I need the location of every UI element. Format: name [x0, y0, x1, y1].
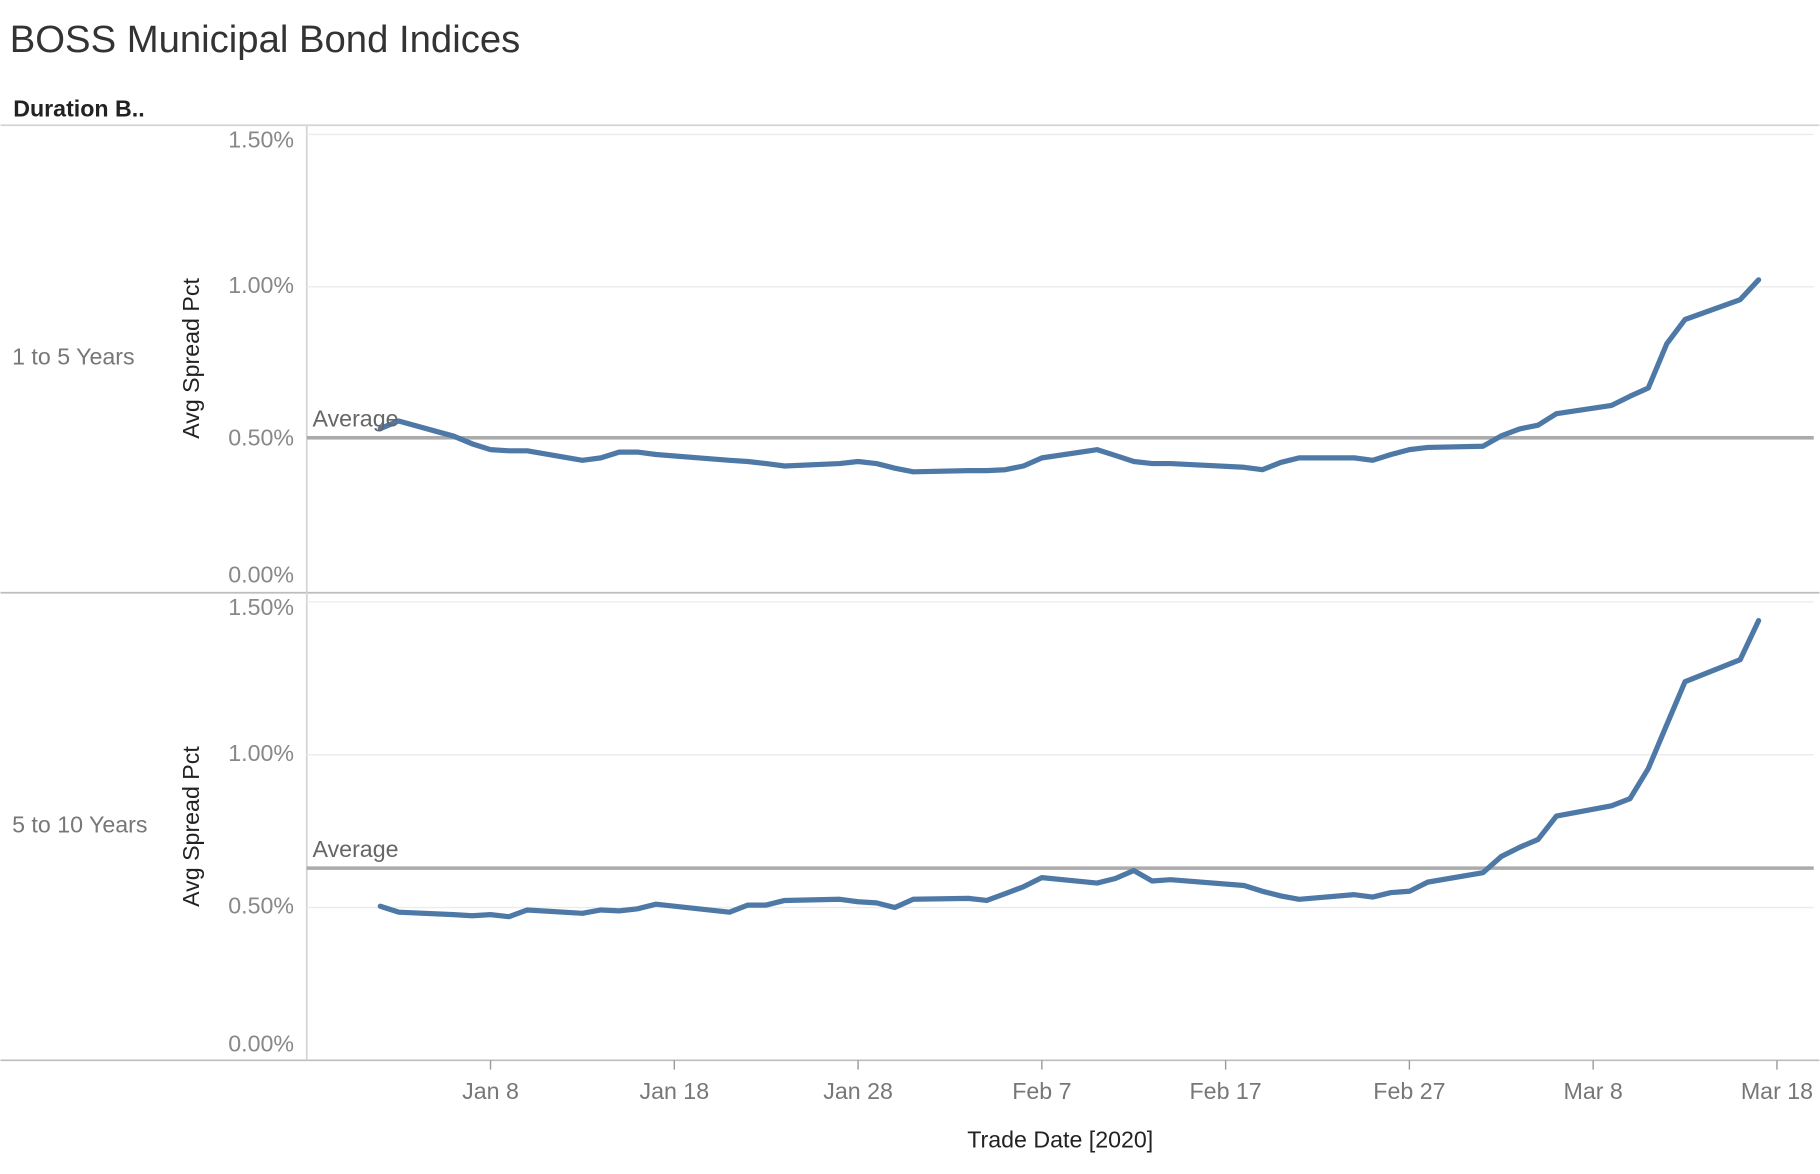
row-label: 1 to 5 Years [12, 344, 134, 370]
y-tick-label: 0.00% [228, 562, 294, 588]
y-tick-label: 0.50% [228, 893, 294, 919]
x-tick-label: Feb 7 [1012, 1078, 1071, 1104]
x-tick-label: Feb 17 [1190, 1078, 1262, 1104]
x-tick-label: Jan 28 [823, 1078, 893, 1104]
reference-label: Average [313, 836, 399, 862]
row-header: Duration B.. [13, 95, 144, 121]
y-axis-title: Avg Spread Pct [178, 278, 204, 439]
y-axis-title: Avg Spread Pct [178, 746, 204, 907]
x-tick-label: Feb 27 [1373, 1078, 1445, 1104]
dashboard-title: BOSS Municipal Bond Indices [10, 18, 520, 61]
y-tick-label: 1.00% [228, 272, 294, 298]
reference-label: Average [313, 405, 399, 431]
y-tick-label: 1.00% [228, 740, 294, 766]
series-line [377, 277, 1762, 475]
x-tick-label: Jan 18 [639, 1078, 709, 1104]
y-tick-label: 0.50% [228, 424, 294, 450]
series-line [377, 618, 1762, 920]
y-tick-label: 1.50% [228, 594, 294, 620]
y-tick-label: 0.00% [228, 1030, 294, 1056]
x-tick-label: Mar 18 [1741, 1078, 1813, 1104]
x-tick-label: Mar 8 [1564, 1078, 1623, 1104]
row-label: 5 to 10 Years [12, 812, 147, 838]
y-tick-label: 1.50% [228, 127, 294, 153]
x-tick-label: Jan 8 [462, 1078, 519, 1104]
x-axis-title: Trade Date [2020] [967, 1127, 1153, 1153]
